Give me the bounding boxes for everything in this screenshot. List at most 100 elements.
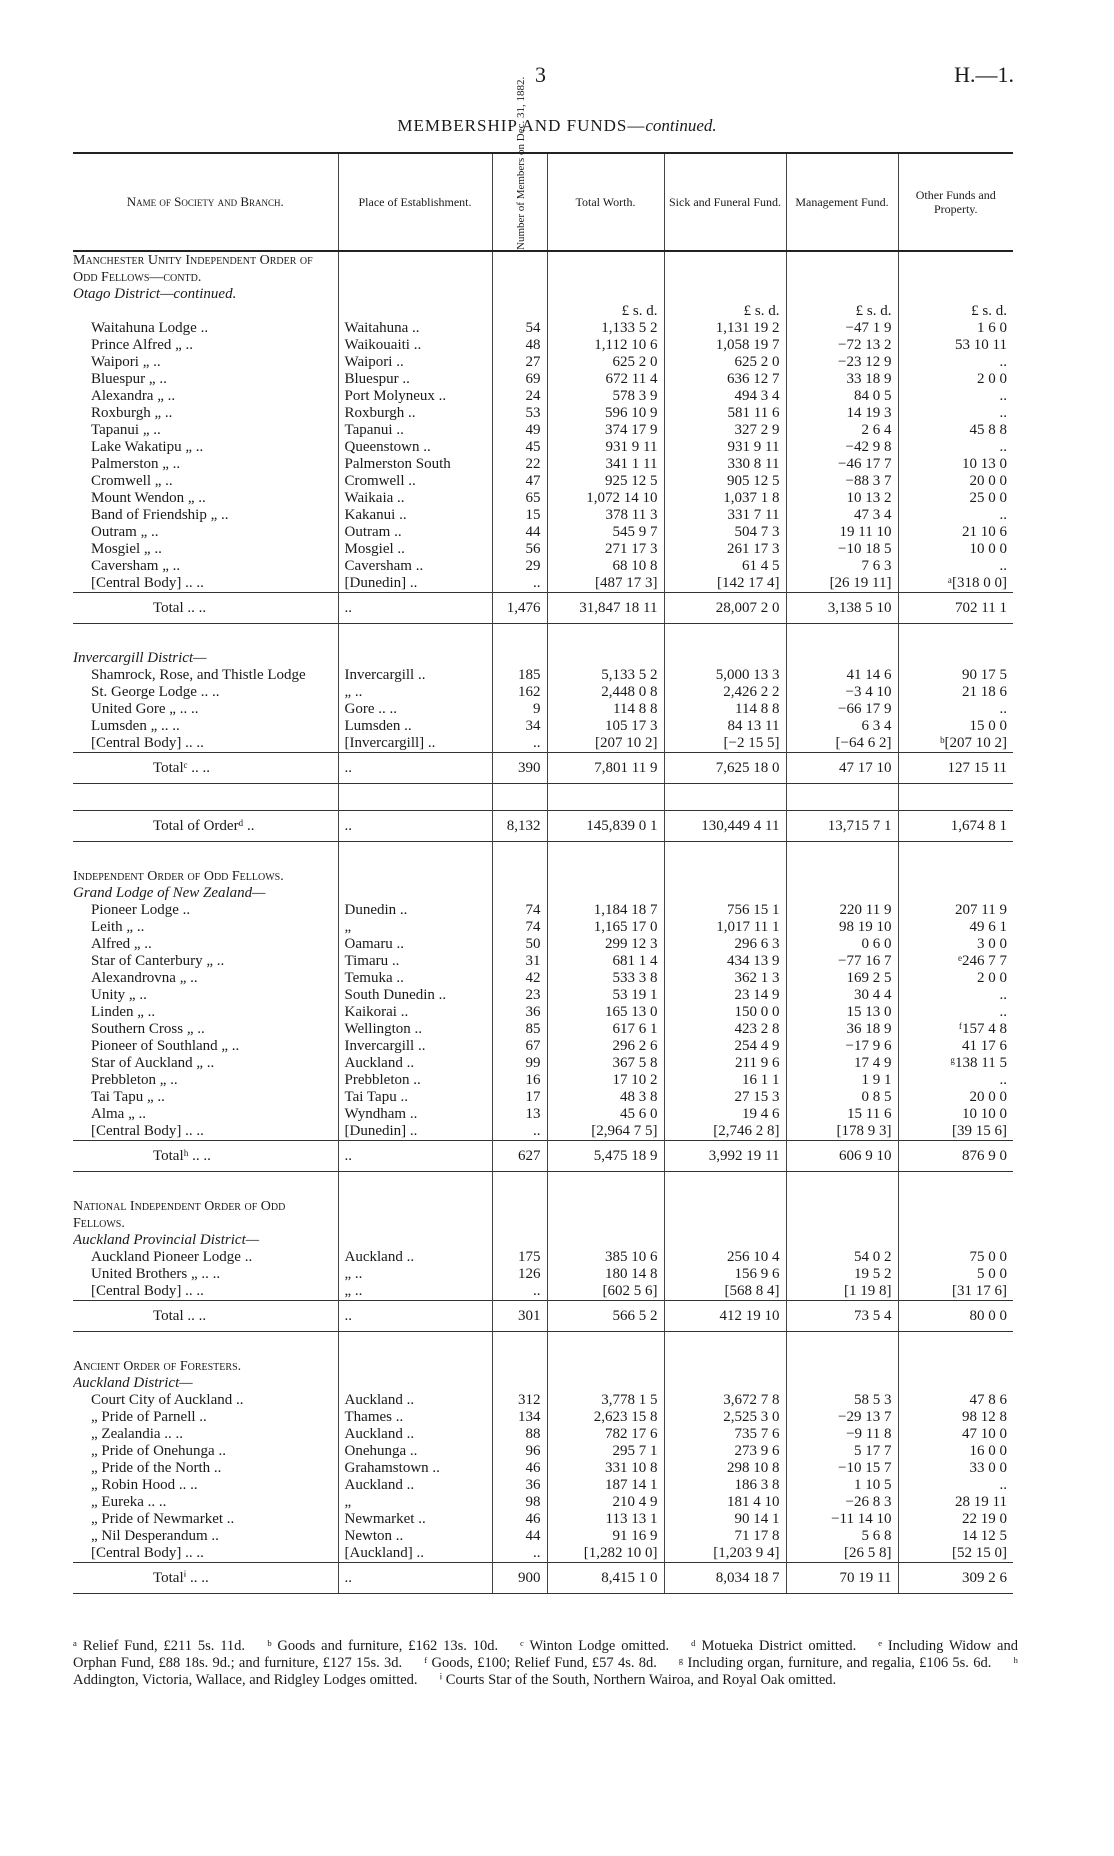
cell: 702 11 1 (897, 592, 1013, 624)
cell: 312 (491, 1392, 547, 1409)
branch-row: Mosgiel „ .. Mosgiel .. 56 271 17 3 261 17 3… (73, 541, 1013, 558)
cell (337, 783, 492, 811)
cell: 3,138 5 10 (785, 592, 898, 624)
cell: Band of Friendship „ .. (91, 507, 229, 523)
cell: .. (491, 1545, 547, 1563)
cell (546, 1331, 664, 1358)
cell: 65 (491, 490, 547, 507)
cell: 181 4 10 (663, 1494, 786, 1511)
cell: Roxburgh „ .. (91, 405, 173, 421)
cell (785, 783, 898, 811)
branch-row: „ Nil Desperandum .. Newton .. 44 91 16 9 71… (73, 1528, 1013, 1545)
footnote: ʰ Addington, Victoria, Wallace, and Ridg… (73, 1655, 1018, 1688)
cell (785, 1232, 898, 1249)
branch-row: Palmerston „ .. Palmerston South 22 341 1 1… (73, 456, 1013, 473)
cell: 5 17 7 (785, 1443, 898, 1460)
cell: Tai Tapu „ .. (91, 1089, 165, 1105)
cell: 905 12 5 (663, 473, 786, 490)
column-header: Management Fund. (785, 152, 898, 252)
cell: 0 6 0 (785, 936, 898, 953)
cell (337, 623, 492, 650)
cell: 45 (491, 439, 547, 456)
cell (73, 1332, 338, 1359)
cell: Waikouaiti .. (337, 337, 492, 354)
cell: Totalᶜ .. .. (73, 752, 338, 784)
cell: 5,475 18 9 (546, 1140, 664, 1172)
cell: 256 10 4 (663, 1249, 786, 1266)
branch-row: Unity „ .. South Dunedin .. 23 53 19 1 23 14… (73, 987, 1013, 1004)
cell: 84 0 5 (785, 388, 898, 405)
cell: .. (337, 592, 492, 624)
cell: Invercargill .. (337, 667, 492, 684)
heading-text: Grand Lodge of New Zealand— (73, 885, 266, 901)
cell: Dunedin .. (337, 902, 492, 919)
cell: 23 (491, 987, 547, 1004)
cell: United Brothers „ .. .. (91, 1266, 221, 1282)
cell: Grahamstown .. (337, 1460, 492, 1477)
heading-text: Auckland Provincial District— (73, 1232, 260, 1248)
cell: Wellington .. (337, 1021, 492, 1038)
cell: Bluespur „ .. (91, 371, 167, 387)
cell: 423 2 8 (663, 1021, 786, 1038)
cell (663, 783, 786, 811)
cell: 504 7 3 (663, 524, 786, 541)
cell: Waipori „ .. (91, 354, 161, 370)
cell: 494 3 4 (663, 388, 786, 405)
cell: [−2 15 5] (663, 735, 786, 753)
cell: −47 1 9 (785, 320, 898, 337)
heading-text: National Independent Order of Odd Fellow… (73, 1199, 286, 1231)
cell (897, 623, 1013, 650)
cell: [Invercargill] .. (337, 735, 492, 753)
cell: 127 15 11 (897, 752, 1013, 784)
cell: Tai Tapu .. (337, 1089, 492, 1106)
cell: 8,034 18 7 (663, 1562, 786, 1594)
cell: 180 14 8 (546, 1266, 664, 1283)
cell: .. (897, 701, 1013, 718)
branch-row: [Central Body] .. .. [Auckland] .... [1,28… (73, 1545, 1013, 1563)
cell: [Central Body] .. .. (91, 735, 204, 751)
cell: 1 10 5 (785, 1477, 898, 1494)
cell (491, 1375, 547, 1392)
cell: 1 9 1 (785, 1072, 898, 1089)
cell: [1,282 10 0] (546, 1545, 664, 1563)
cell: .. (897, 558, 1013, 575)
cell (785, 251, 898, 286)
cell: 7 6 3 (785, 558, 898, 575)
cell: Totalⁱ .. .. (73, 1562, 338, 1594)
cell: .. (897, 507, 1013, 524)
cell: Waipori .. (337, 354, 492, 371)
cell: Outram .. (337, 524, 492, 541)
cell: 73 5 4 (785, 1300, 898, 1332)
cell: Bluespur .. (337, 371, 492, 388)
cell: [Dunedin] .. (337, 575, 492, 593)
cell: 681 1 4 (546, 953, 664, 970)
cell: Caversham .. (337, 558, 492, 575)
total-row: Totalʰ .. .... 627 5,475 18 9 3,992 19 11 60… (73, 1140, 1013, 1172)
branch-row: „ Pride of Parnell .. Thames .. 134 2,623 1… (73, 1409, 1013, 1426)
cell: „ Pride of Parnell .. (91, 1409, 207, 1425)
cell (785, 1358, 898, 1375)
cell: 581 11 6 (663, 405, 786, 422)
cell: −9 11 8 (785, 1426, 898, 1443)
cell: Waitahuna .. (337, 320, 492, 337)
cell (897, 841, 1013, 868)
cell (897, 650, 1013, 667)
cell: 331 10 8 (546, 1460, 664, 1477)
cell: 298 10 8 (663, 1460, 786, 1477)
cell: Cromwell .. (337, 473, 492, 490)
cell (337, 1358, 492, 1375)
cell: 90 17 5 (897, 667, 1013, 684)
cell: 925 12 5 (546, 473, 664, 490)
cell: 74 (491, 919, 547, 936)
branch-row: [Central Body] .. .. [Dunedin] .... [487 1… (73, 575, 1013, 593)
cell: 20 0 0 (897, 1089, 1013, 1106)
cell: ᵉ246 7 7 (897, 953, 1013, 970)
cell (73, 1172, 338, 1199)
cell: Auckland Pioneer Lodge .. (91, 1249, 253, 1265)
cell: 187 14 1 (546, 1477, 664, 1494)
cell: 46 (491, 1511, 547, 1528)
cell: 5 6 8 (785, 1528, 898, 1545)
cell: 17 4 9 (785, 1055, 898, 1072)
cell: Palmerston South (337, 456, 492, 473)
